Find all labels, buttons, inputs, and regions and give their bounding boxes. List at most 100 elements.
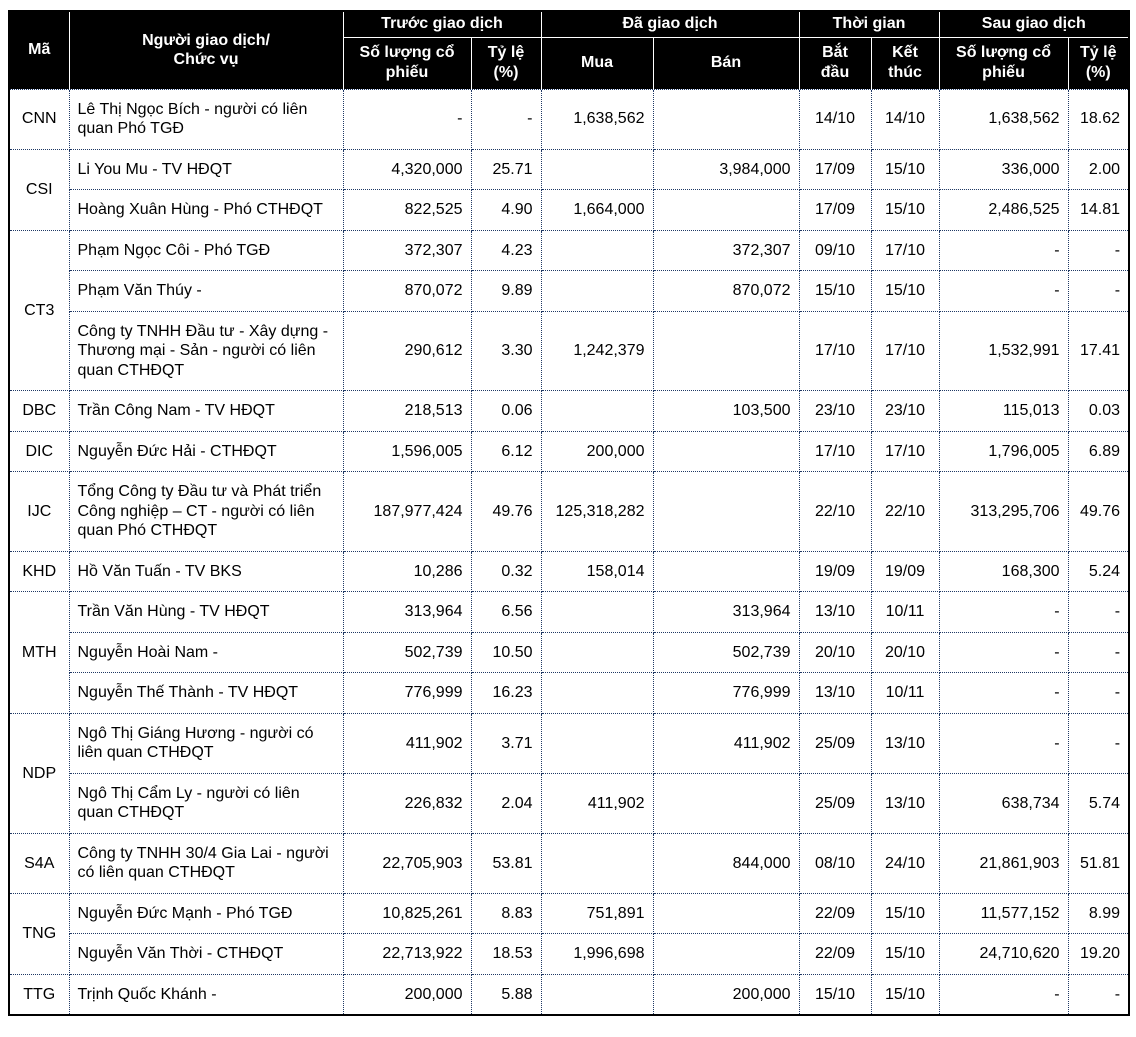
cell-before-shares: 10,825,261 [342,892,472,935]
cell-buy [540,148,654,191]
cell-before-shares: 290,612 [342,310,472,392]
cell-before-pct: 8.83 [470,892,542,935]
cell-code: MTH [8,591,70,714]
cell-after-pct: 51.81 [1067,832,1130,894]
table-row: Công ty TNHH Đầu tư - Xây dựng - Thương … [9,310,1130,392]
cell-trader: Hoàng Xuân Hùng - Phó CTHĐQT [68,189,344,231]
cell-buy [540,229,654,272]
cell-trader: Nguyễn Đức Mạnh - Phó TGĐ [68,892,344,935]
cell-after-pct: 19.20 [1067,933,1130,975]
cell-end: 15/10 [870,973,940,1016]
cell-before-pct: - [470,88,542,150]
cell-end: 15/10 [870,189,940,231]
cell-end: 13/10 [870,712,940,774]
cell-sell [652,88,800,150]
cell-buy [540,672,654,714]
cell-before-shares: 870,072 [342,270,472,312]
cell-after-pct: - [1067,591,1130,633]
col-header-end: Kết thúc [870,36,940,90]
cell-buy: 1,996,698 [540,933,654,975]
cell-after-pct: - [1067,270,1130,312]
cell-start: 08/10 [798,832,872,894]
cell-trader: Trịnh Quốc Khánh - [68,973,344,1016]
cell-start: 22/09 [798,933,872,975]
cell-code: DBC [8,390,70,432]
cell-start: 09/10 [798,229,872,272]
cell-end: 24/10 [870,832,940,894]
cell-code: S4A [8,832,70,894]
cell-end: 10/11 [870,591,940,633]
cell-sell: 411,902 [652,712,800,774]
cell-after-shares: - [938,672,1069,714]
cell-after-shares: 1,796,005 [938,430,1069,473]
cell-after-shares: - [938,973,1069,1016]
header-sub-row: Số lượng cổ phiếu Tỷ lệ (%) Mua Bán Bắt … [9,36,1130,90]
group-header-after: Sau giao dịch [938,10,1130,38]
col-header-buy: Mua [540,36,654,90]
cell-trader: Trần Công Nam - TV HĐQT [68,390,344,432]
cell-buy: 1,242,379 [540,310,654,392]
cell-before-pct: 6.56 [470,591,542,633]
cell-before-pct: 5.88 [470,973,542,1016]
cell-before-pct: 0.06 [470,390,542,432]
cell-end: 17/10 [870,310,940,392]
cell-start: 19/09 [798,550,872,593]
cell-after-pct: 18.62 [1067,88,1130,150]
cell-buy [540,390,654,432]
cell-code: IJC [8,471,70,552]
cell-after-shares: 24,710,620 [938,933,1069,975]
cell-buy [540,973,654,1016]
table-row: TTG Trịnh Quốc Khánh - 200,000 5.88 200,… [8,973,1130,1016]
cell-trader: Nguyễn Hoài Nam - [68,631,344,674]
cell-sell: 313,964 [652,591,800,633]
col-header-after-shares: Số lượng cổ phiếu [938,36,1069,90]
cell-after-shares: 21,861,903 [938,832,1069,894]
cell-end: 22/10 [870,471,940,552]
cell-after-shares: 168,300 [938,550,1069,593]
table-row: DIC Nguyễn Đức Hải - CTHĐQT 1,596,005 6.… [8,430,1130,473]
table-row: KHD Hồ Văn Tuấn - TV BKS 10,286 0.32 158… [8,550,1130,593]
cell-end: 15/10 [870,933,940,975]
cell-after-pct: 0.03 [1067,390,1130,432]
cell-before-pct: 4.23 [470,229,542,272]
cell-after-shares: 336,000 [938,148,1069,191]
cell-start: 25/09 [798,712,872,774]
cell-trader: Nguyễn Văn Thời - CTHĐQT [68,933,344,975]
cell-buy: 125,318,282 [540,471,654,552]
cell-sell: 870,072 [652,270,800,312]
cell-trader: Nguyễn Thế Thành - TV HĐQT [68,672,344,714]
cell-end: 19/09 [870,550,940,593]
table-row: CT3 Phạm Ngọc Côi - Phó TGĐ 372,307 4.23… [8,229,1130,392]
cell-end: 17/10 [870,430,940,473]
cell-code: KHD [8,550,70,593]
cell-before-pct: 10.50 [470,631,542,674]
cell-before-pct: 0.32 [470,550,542,593]
col-header-trader: Người giao dịch/ Chức vụ [68,10,344,90]
cell-after-pct: - [1067,229,1130,272]
cell-code: TNG [8,892,70,975]
cell-before-pct: 6.12 [470,430,542,473]
cell-start: 22/10 [798,471,872,552]
cell-buy: 1,664,000 [540,189,654,231]
cell-sell: 103,500 [652,390,800,432]
col-header-before-shares: Số lượng cổ phiếu [342,36,472,90]
cell-end: 15/10 [870,148,940,191]
cell-before-pct: 16.23 [470,672,542,714]
cell-sell: 776,999 [652,672,800,714]
table-row: NDP Ngô Thị Giáng Hương - người có liên … [8,712,1130,834]
cell-before-shares: 372,307 [342,229,472,272]
table-row: Nguyễn Thế Thành - TV HĐQT 776,999 16.23… [9,672,1130,714]
insider-transactions-table: Mã Người giao dịch/ Chức vụ Trước giao d… [8,10,1131,1017]
cell-before-pct: 3.30 [470,310,542,392]
cell-after-pct: 49.76 [1067,471,1130,552]
cell-after-shares: 1,638,562 [938,88,1069,150]
cell-after-shares: 638,734 [938,772,1069,834]
cell-before-shares: 22,705,903 [342,832,472,894]
cell-sell [652,550,800,593]
cell-start: 13/10 [798,591,872,633]
cell-before-pct: 49.76 [470,471,542,552]
col-header-sell: Bán [652,36,800,90]
cell-trader: Công ty TNHH Đầu tư - Xây dựng - Thương … [68,310,344,392]
cell-code: CNN [8,88,70,150]
cell-before-pct: 9.89 [470,270,542,312]
